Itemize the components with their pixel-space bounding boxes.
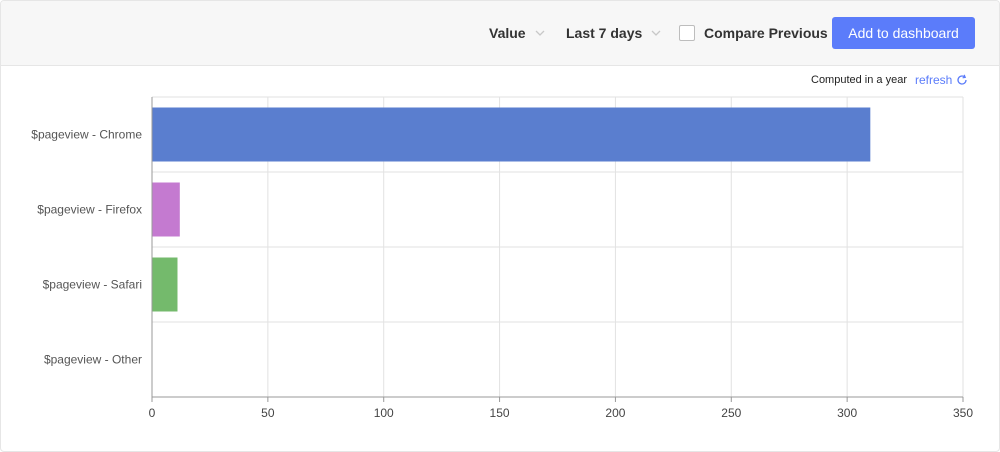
category-label: $pageview - Other bbox=[44, 353, 142, 367]
category-label: $pageview - Safari bbox=[43, 278, 142, 292]
x-tick-label: 350 bbox=[953, 406, 973, 420]
x-tick-label: 100 bbox=[374, 406, 394, 420]
refresh-icon bbox=[957, 74, 968, 85]
toolbar: Value Last 7 days Compare Previous Add t… bbox=[1, 1, 999, 66]
x-tick-label: 150 bbox=[490, 406, 510, 420]
add-to-dashboard-button[interactable]: Add to dashboard bbox=[832, 17, 975, 49]
x-tick-label: 0 bbox=[149, 406, 156, 420]
x-tick-label: 50 bbox=[261, 406, 275, 420]
chevron-down-icon bbox=[651, 30, 661, 36]
date-range-label: Last 7 days bbox=[566, 25, 643, 41]
bar-1[interactable] bbox=[152, 182, 180, 237]
category-label: $pageview - Firefox bbox=[37, 203, 142, 217]
compare-checkbox[interactable] bbox=[679, 25, 695, 41]
chevron-down-icon bbox=[535, 30, 545, 36]
compare-previous-toggle[interactable]: Compare Previous bbox=[679, 23, 828, 43]
chart-bars bbox=[152, 107, 871, 312]
refresh-link[interactable]: refresh bbox=[915, 73, 968, 87]
value-dropdown[interactable]: Value bbox=[489, 23, 546, 43]
refresh-label: refresh bbox=[915, 73, 953, 87]
chart-labels: 0 50 100 150 200 250 300 350 $pageview - Chrome $… bbox=[31, 128, 973, 421]
x-tick-label: 300 bbox=[837, 406, 857, 420]
category-label: $pageview - Chrome bbox=[31, 128, 142, 142]
bar-0[interactable] bbox=[152, 107, 871, 162]
date-range-dropdown[interactable]: Last 7 days bbox=[566, 23, 662, 43]
computed-status: Computed in a year bbox=[811, 74, 907, 86]
value-dropdown-label: Value bbox=[489, 25, 526, 41]
chart-axes bbox=[151, 97, 964, 402]
bar-2[interactable] bbox=[152, 257, 178, 312]
x-tick-label: 200 bbox=[605, 406, 625, 420]
compare-label: Compare Previous bbox=[704, 25, 828, 41]
x-tick-label: 250 bbox=[721, 406, 741, 420]
